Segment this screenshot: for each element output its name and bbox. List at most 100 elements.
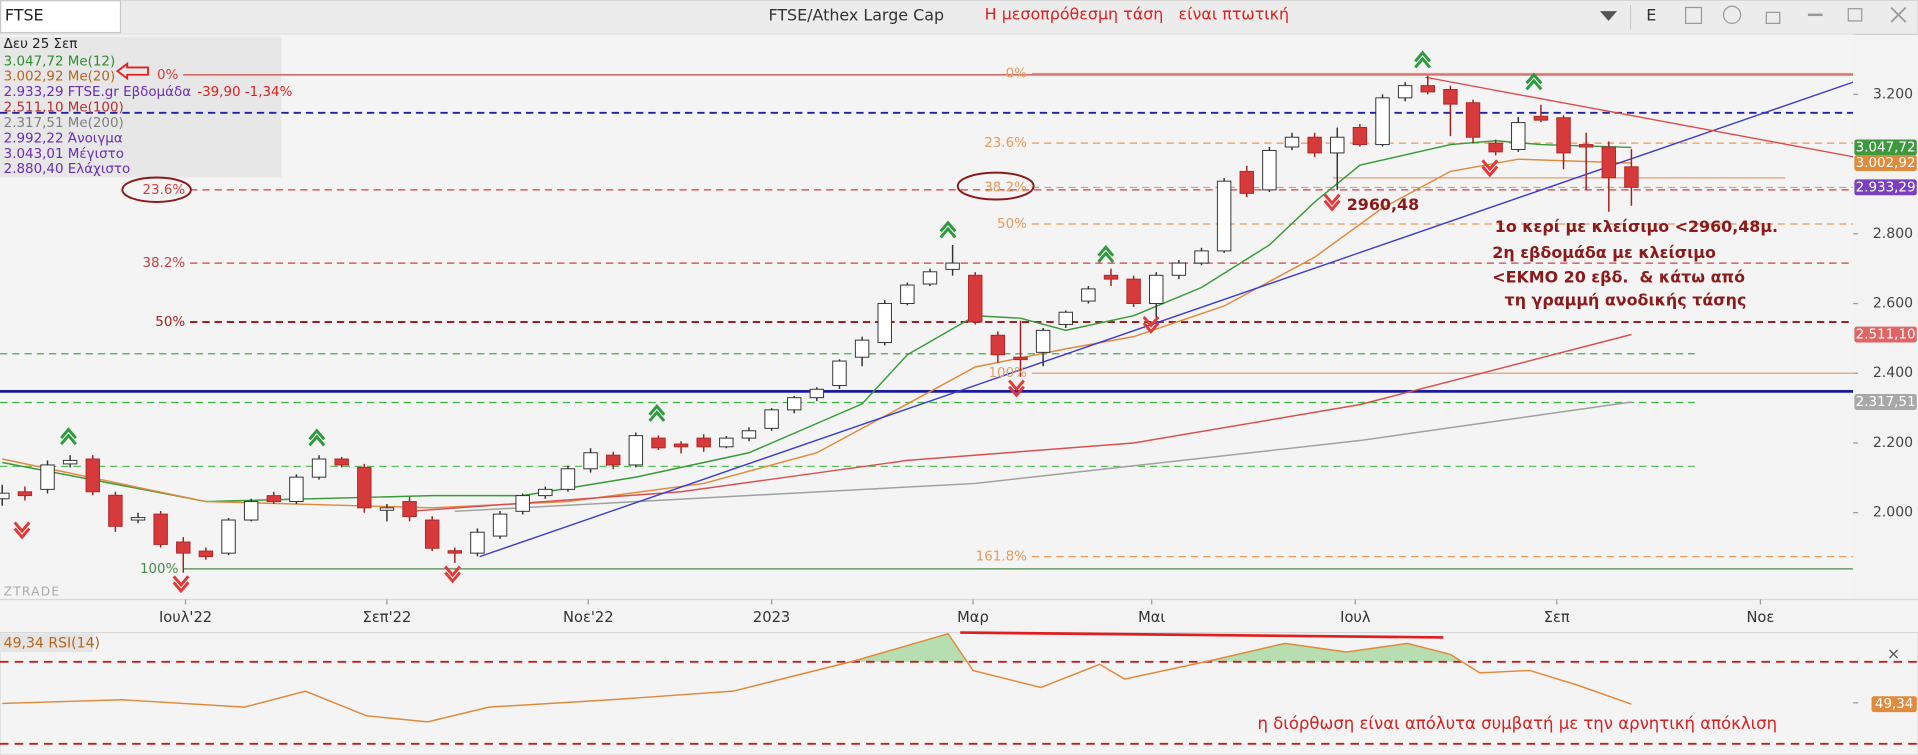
annotation: 2960,48 [1347, 195, 1419, 214]
candle-body [1556, 117, 1571, 154]
x-tick-label: 2023 [753, 609, 790, 626]
candle-body [945, 262, 960, 270]
candle-body [696, 437, 711, 448]
y-tick-label: 3.200 [1873, 86, 1913, 102]
candle-body [1058, 311, 1073, 325]
candle-body [786, 397, 802, 411]
candle-body [221, 519, 236, 554]
y-tick-label: 2.600 [1873, 296, 1913, 312]
info-box [0, 36, 282, 178]
candle-body [515, 495, 530, 512]
candle-body [1149, 274, 1164, 305]
candle-body [741, 430, 757, 439]
candle-body [854, 339, 870, 358]
candle-body [1465, 102, 1481, 138]
value-tag [1854, 179, 1917, 196]
candle-body [447, 550, 463, 554]
candle-body [583, 452, 598, 470]
candle-body [538, 488, 553, 497]
level-label: 0% [157, 68, 179, 83]
candle-body [1488, 142, 1503, 153]
candle-body [402, 501, 417, 518]
highlight-ellipse [956, 171, 1035, 201]
x-tick-label: Νοε [1746, 609, 1774, 626]
trend-line [1425, 76, 1854, 158]
chart-title: FTSE/Athex Large Cap [768, 6, 944, 25]
x-tick-label: Νοε'22 [563, 609, 614, 626]
candle-body [922, 271, 938, 285]
value-tag-label: 2.933,29 [1856, 180, 1916, 195]
candle-body [1171, 262, 1187, 276]
candle-body [673, 443, 689, 448]
sell-signal [1481, 159, 1499, 178]
rsi-tag [1871, 696, 1917, 713]
candle-body [153, 513, 168, 545]
info-line: 3.047,72 Me(12) [4, 54, 116, 69]
sell-signal [13, 521, 31, 540]
annotation: 1ο κερί με κλείσιμο <2960,48μ. [1495, 217, 1778, 236]
candle-body [764, 409, 779, 429]
candle-body [379, 507, 395, 511]
level-label: 161.8% [976, 550, 1027, 565]
lock-icon[interactable] [1765, 11, 1781, 24]
info-line: 2.511,10 Me(100) [4, 101, 124, 116]
plot [0, 72, 1854, 573]
candle-body [900, 284, 915, 305]
menu-e[interactable]: E [1646, 6, 1656, 25]
info-date: Δευ 25 Σεπ [4, 37, 78, 52]
rsi-close[interactable]: × [1887, 644, 1900, 663]
rsi-title: 49,34 RSI(14) [4, 636, 100, 652]
value-tag [1854, 139, 1917, 156]
candle-body [1013, 356, 1028, 361]
candle-body [990, 334, 1006, 356]
candle-body [1397, 85, 1413, 99]
candle-body [1624, 166, 1639, 188]
y-tick-label: 2.800 [1873, 226, 1913, 242]
candle-body [1352, 126, 1368, 146]
value-tag [1854, 394, 1917, 410]
buy-signal [1414, 50, 1432, 69]
candle-body [1511, 122, 1526, 150]
level-label: 23.6% [142, 183, 185, 198]
value-tag-label: 2.317,51 [1856, 395, 1916, 410]
pointer-arrow [115, 61, 149, 81]
candle-body [719, 437, 734, 448]
close-icon[interactable] [1890, 6, 1907, 23]
info-line: 3.043,01 Μέγιστο [4, 146, 124, 162]
comment-icon[interactable] [1722, 5, 1742, 24]
restore-icon[interactable] [1847, 8, 1863, 22]
value-tag-label: 2.511,10 [1856, 328, 1916, 343]
dropdown-icon[interactable] [1599, 11, 1618, 21]
rsi-overbought-fill [2, 633, 1632, 662]
candle-body [968, 274, 983, 323]
candle-body [605, 454, 621, 466]
rsi-chart: 5049,34η διόρθωση είναι απόλυτα συμβατή … [0, 631, 1918, 745]
y-tick-label: 2.400 [1873, 365, 1913, 381]
info-line: 2.992,22 Άνοιγμα [4, 130, 123, 146]
buy-signal [308, 428, 326, 447]
rsi-line [2, 632, 1632, 723]
value-tag [1854, 326, 1917, 343]
candle-body [311, 458, 327, 478]
candle-body [1194, 250, 1209, 264]
annotation: <ΕΚΜΟ 20 εβδ. & κάτω από [1492, 267, 1745, 286]
candle-body [198, 550, 214, 558]
watermark: ZTRADE [4, 585, 61, 599]
candle-body [85, 458, 100, 493]
level-label: 50% [155, 315, 185, 330]
candle-body [1420, 85, 1435, 93]
candle-body [1307, 136, 1322, 154]
symbol: FTSE [5, 6, 44, 25]
x-tick-label: Μαρ [957, 609, 989, 626]
info-line: 2.880,40 Ελάχιστο [4, 161, 131, 177]
symbol-box[interactable] [0, 0, 122, 34]
candle-body [108, 494, 123, 527]
x-tick-label: Ιουλ'22 [159, 609, 212, 626]
save-icon[interactable] [1684, 6, 1703, 24]
trend-line [479, 81, 1854, 558]
candle-body [1601, 146, 1617, 179]
buy-signal [939, 220, 957, 239]
value-tag [1854, 155, 1917, 172]
candle-body [0, 492, 10, 500]
